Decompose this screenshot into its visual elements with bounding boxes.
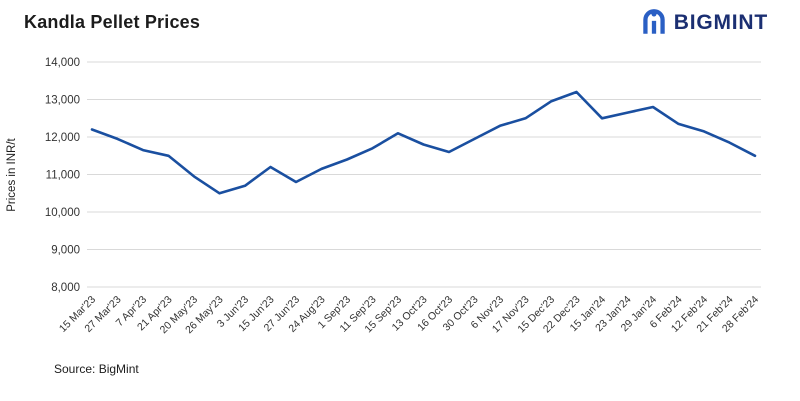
y-tick-label: 11,000 [46,170,80,182]
y-axis-title: Prices in INR/t [6,137,18,211]
bigmint-logo: BIGMINT [641,8,768,38]
y-tick-label: 9,000 [51,245,80,257]
y-tick-label: 10,000 [45,207,80,219]
y-tick-label: 8,000 [51,282,80,294]
y-tick-label: 14,000 [45,57,80,69]
bigmint-logo-text: BIGMINT [673,11,768,34]
y-tick-label: 12,000 [45,132,80,144]
y-axis-labels: 8,000 9,000 10,000 11,000 12,000 13,000 14,000 [45,57,80,294]
source-label: Source: BigMint [54,362,139,376]
bigmint-logo-icon [641,8,667,38]
y-tick-label: 13,000 [45,95,80,107]
price-line [90,90,757,195]
page-title: Kandla Pellet Prices [24,12,201,32]
gridlines [87,61,761,288]
